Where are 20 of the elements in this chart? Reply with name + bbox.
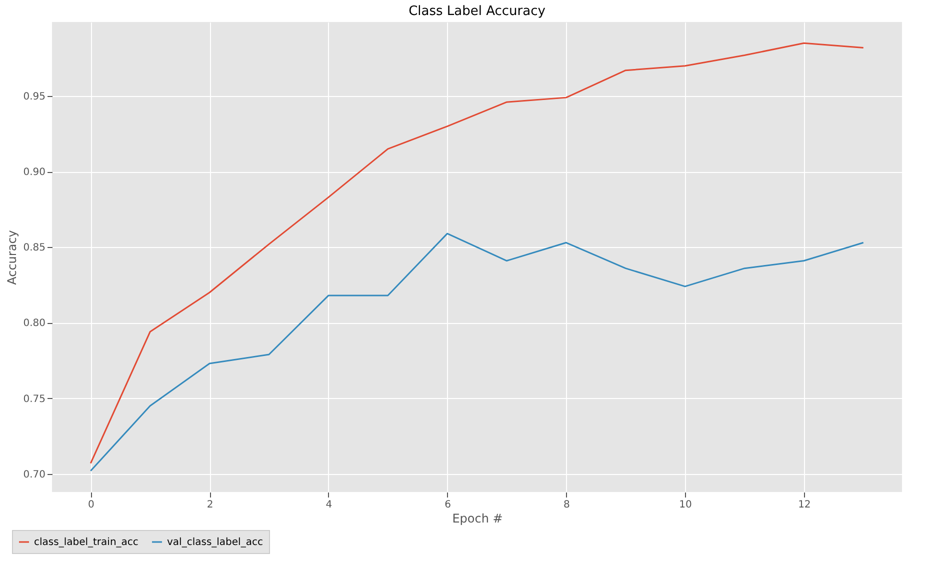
- x-axis-title: Epoch #: [452, 512, 503, 526]
- y-tick-label: 0.80: [23, 318, 46, 330]
- legend-label: class_label_train_acc: [34, 537, 138, 548]
- y-tick-label: 0.85: [23, 242, 46, 254]
- y-tick-label: 0.95: [23, 92, 46, 103]
- y-axis-title: Accuracy: [5, 230, 20, 285]
- x-tick-label: 2: [206, 500, 214, 510]
- legend-label: val_class_label_acc: [167, 537, 263, 548]
- x-tick-label: 10: [679, 500, 692, 510]
- chart-title: Class Label Accuracy: [408, 4, 546, 19]
- x-tick-label: 0: [88, 500, 94, 510]
- y-tick-label: 0.70: [23, 469, 46, 480]
- line-series: [90, 232, 864, 472]
- y-tick-label: 0.90: [23, 167, 46, 178]
- line-series: [90, 42, 864, 464]
- x-tick-label: 12: [798, 500, 811, 510]
- x-tick-label: 6: [444, 500, 451, 510]
- x-tick-label: 4: [326, 500, 332, 510]
- x-tick-label: 8: [563, 500, 570, 510]
- y-tick-label: 0.75: [23, 394, 46, 405]
